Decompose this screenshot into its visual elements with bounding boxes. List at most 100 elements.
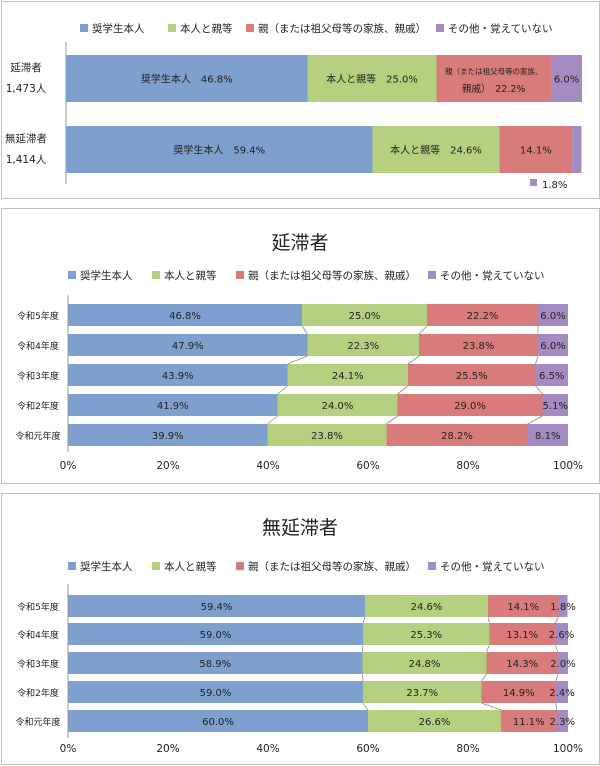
legend-swatch-other xyxy=(428,562,436,570)
chart-title: 無延滞者 xyxy=(262,517,338,539)
bar-segment-self-and-parents xyxy=(363,623,490,645)
callout-swatch-other xyxy=(530,179,537,186)
bar-segment-parents xyxy=(486,652,558,674)
legend-swatch-parents xyxy=(236,271,244,279)
bar-segment-self xyxy=(68,304,302,326)
data-label: 5.1% xyxy=(543,401,568,412)
legend-swatch-self-and-parents xyxy=(168,24,176,32)
x-tick-label: 40% xyxy=(256,460,279,472)
bar-segment-other xyxy=(542,394,568,416)
data-label: 25.5% xyxy=(456,371,488,382)
category-label: 令和元年度 xyxy=(15,430,60,442)
bar-segment-parents xyxy=(397,394,543,416)
bar-segment-self-and-parents xyxy=(365,595,488,617)
series-connector xyxy=(481,673,487,682)
x-tick-label: 20% xyxy=(156,460,179,472)
bar-segment-other xyxy=(538,334,568,356)
series-connector xyxy=(397,385,409,395)
bar-segment-other xyxy=(556,710,568,732)
series-connector xyxy=(277,385,288,395)
data-label: 24.8% xyxy=(409,659,441,670)
series-connector xyxy=(386,415,398,425)
bar-segment-self-and-parents xyxy=(372,126,500,173)
data-label: 14.9% xyxy=(503,688,535,699)
bar-segment-self xyxy=(68,394,278,416)
data-label: 13.1% xyxy=(506,630,538,641)
data-label: 6.0% xyxy=(540,341,565,352)
data-label: 23.8% xyxy=(311,431,343,442)
category-count: 1,473人 xyxy=(6,83,47,95)
bar-segment-self-and-parents xyxy=(307,55,437,102)
legend-label-self: 奨学生本人 xyxy=(80,560,133,573)
legend-swatch-other xyxy=(436,24,444,32)
bar-segment-other xyxy=(538,304,568,326)
bar-segment-self xyxy=(68,710,368,732)
bar-segment-self-and-parents xyxy=(302,304,427,326)
bar-segment-parents xyxy=(436,55,552,102)
series-connector xyxy=(407,355,420,365)
bar-segment-self-and-parents xyxy=(277,394,398,416)
bar-segment-self xyxy=(68,681,363,703)
series-connector xyxy=(362,673,364,682)
category-label: 令和5年度 xyxy=(17,310,59,322)
data-label: 2.6% xyxy=(549,630,574,641)
series-connector xyxy=(555,702,557,711)
x-tick-label: 60% xyxy=(356,743,379,755)
non-delinquent-chart-panel: 無延滞者 奨学生本人 本人と親等 親（または祖父母等の家族、親戚） その他・覚えていない… xyxy=(1,493,600,765)
legend-label-parents: 親（または祖父母等の家族、親戚） xyxy=(248,560,416,573)
bar-segment-parents xyxy=(419,334,538,356)
data-label: 24.6% xyxy=(411,602,443,613)
legend-label-self-and-parents: 本人と親等 xyxy=(164,560,217,573)
data-label: 25.0% xyxy=(349,311,381,322)
series-connector xyxy=(287,355,308,365)
bar-segment-self xyxy=(68,364,288,386)
data-label: 59.4% xyxy=(201,602,233,613)
bar-segment-other xyxy=(558,595,568,617)
category-count: 1,414人 xyxy=(6,154,47,166)
x-tick-label: 20% xyxy=(156,743,179,755)
category-label: 令和4年度 xyxy=(17,629,59,641)
series-connector xyxy=(535,385,543,395)
series-connector xyxy=(362,644,364,653)
data-label: 奨学生本人 59.4% xyxy=(173,144,265,157)
data-label: 14.3% xyxy=(506,659,538,670)
legend-swatch-self xyxy=(68,271,76,279)
chart-title: 延滞者 xyxy=(271,232,328,254)
legend-label-other: その他・覚えていない xyxy=(448,22,552,35)
x-tick-label: 40% xyxy=(256,743,279,755)
data-label: 14.1% xyxy=(507,602,539,613)
data-label: 6.0% xyxy=(554,75,579,86)
bar-segment-self xyxy=(68,334,308,356)
data-label: 本人と親等 24.6% xyxy=(390,144,482,157)
legend-swatch-parents xyxy=(246,24,254,32)
data-label: 39.9% xyxy=(152,431,184,442)
data-label: 26.6% xyxy=(419,717,451,728)
legend-label-other: その他・覚えていない xyxy=(440,269,544,282)
legend-swatch-self-and-parents xyxy=(152,271,160,279)
data-label: 46.8% xyxy=(169,311,201,322)
data-label: 1.8% xyxy=(542,180,567,191)
bar-segment-parents xyxy=(488,595,559,617)
data-label: 本人と親等 25.0% xyxy=(326,73,418,86)
series-connector xyxy=(527,415,543,425)
data-label: 2.4% xyxy=(549,688,574,699)
series-connector xyxy=(535,355,539,365)
data-label: 14.1% xyxy=(520,146,552,157)
bar-segment-parents xyxy=(499,126,573,173)
data-label: 11.1% xyxy=(513,717,545,728)
bar-segment-self xyxy=(68,595,365,617)
bar-segment-self-and-parents xyxy=(267,424,387,446)
bar-segment-other xyxy=(527,424,568,446)
series-connector xyxy=(418,325,428,335)
data-label: 29.0% xyxy=(454,401,486,412)
x-tick-label: 100% xyxy=(553,743,583,755)
data-label: 1.8% xyxy=(550,602,575,613)
data-label: 2.3% xyxy=(550,717,575,728)
data-label: 25.3% xyxy=(410,630,442,641)
x-tick-label: 100% xyxy=(553,460,583,472)
bar-segment-self-and-parents xyxy=(287,364,408,386)
bar-segment-self xyxy=(66,55,308,102)
delinquent-chart-panel: 延滞者 奨学生本人 本人と親等 親（または祖父母等の家族、親戚） その他・覚えていない令… xyxy=(1,208,600,484)
